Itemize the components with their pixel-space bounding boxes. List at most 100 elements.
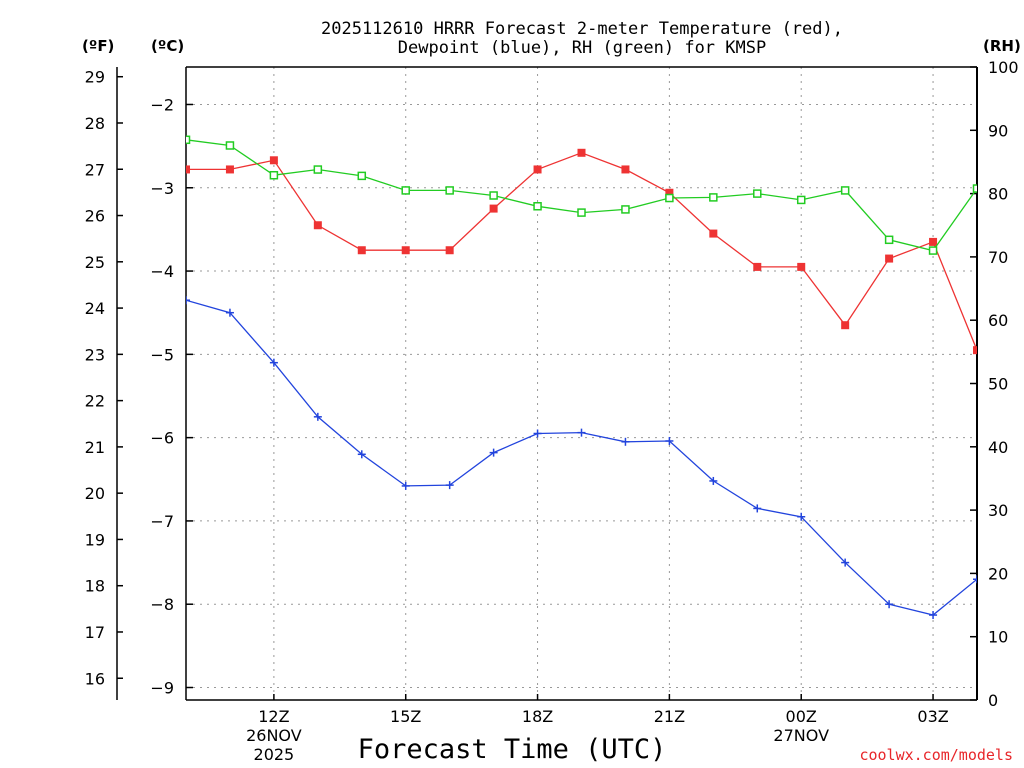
- fahrenheit-tick-label: 17: [85, 623, 105, 642]
- fahrenheit-tick-label: 16: [85, 669, 105, 688]
- fahrenheit-tick-label: 24: [85, 299, 105, 318]
- celsius-tick-label: −3: [150, 179, 174, 198]
- temperature-point: [186, 165, 190, 174]
- x-tick-label: 00Z: [786, 707, 817, 726]
- dewpoint-point: [973, 575, 977, 584]
- x-tick-label: 15Z: [390, 707, 421, 726]
- dewpoint-point: [885, 600, 894, 609]
- rh-tick-label: 80: [988, 185, 1008, 204]
- rh-point: [840, 186, 850, 195]
- rh-tick-label: 70: [988, 248, 1008, 267]
- fahrenheit-tick-label: 29: [85, 68, 105, 87]
- x-axis-title: Forecast Time (UTC): [358, 734, 667, 765]
- temperature-point: [929, 237, 938, 246]
- x-tick-label: 12Z: [258, 707, 289, 726]
- x-tick-label: 27NOV: [773, 726, 829, 745]
- rh-point: [884, 235, 894, 245]
- temperature-point: [401, 246, 410, 255]
- dewpoint-point: [225, 308, 234, 317]
- credit-text[interactable]: coolwx.com/models: [859, 746, 1013, 764]
- chart-title: 2025112610 HRRR Forecast 2-meter Tempera…: [321, 19, 843, 58]
- celsius-tick-label: −5: [150, 345, 174, 364]
- fahrenheit-tick-label: 19: [85, 530, 105, 549]
- rh-point: [225, 141, 235, 150]
- temperature-point: [841, 321, 850, 330]
- dewpoint-point: [489, 448, 498, 457]
- celsius-tick-label: −2: [150, 95, 174, 114]
- rh-unit-label: (RH): [983, 37, 1021, 55]
- temperature-point: [445, 246, 454, 255]
- celsius-tick-label: −4: [150, 262, 174, 281]
- rh-point: [665, 193, 674, 203]
- dewpoint-point: [269, 358, 278, 367]
- dewpoint-point: [186, 296, 190, 305]
- fahrenheit-tick-label: 18: [85, 577, 105, 596]
- temperature-point: [753, 262, 762, 271]
- rh-point: [357, 171, 367, 181]
- dewpoint-point: [621, 437, 630, 446]
- fahrenheit-unit-label: (ºF): [82, 37, 114, 55]
- dewpoint-point: [665, 436, 674, 445]
- dewpoint-point: [401, 481, 410, 490]
- celsius-tick-label: −7: [150, 512, 174, 531]
- temperature-point: [621, 165, 630, 174]
- rh-point: [445, 186, 454, 195]
- rh-point: [533, 202, 542, 211]
- rh-point: [186, 135, 191, 145]
- rh-point: [796, 195, 806, 205]
- rh-point: [489, 191, 498, 200]
- temperature-point: [313, 221, 322, 230]
- series-dewpoint: [186, 296, 977, 620]
- x-tick-label: 18Z: [522, 707, 553, 726]
- fahrenheit-tick-label: 20: [85, 484, 105, 503]
- rh-point: [269, 170, 279, 180]
- temperature-point: [489, 204, 498, 213]
- dewpoint-point: [929, 611, 938, 620]
- fahrenheit-tick-label: 27: [85, 160, 105, 179]
- fahrenheit-tick-label: 23: [85, 345, 105, 364]
- temperature-point: [665, 188, 674, 197]
- dewpoint-point: [357, 450, 366, 459]
- x-tick-label: 03Z: [917, 707, 948, 726]
- rh-tick-label: 90: [988, 121, 1008, 140]
- dewpoint-point: [709, 476, 718, 485]
- dewpoint-point: [753, 504, 762, 513]
- fahrenheit-tick-label: 22: [85, 392, 105, 411]
- temperature-point: [709, 229, 718, 238]
- rh-point: [972, 184, 977, 193]
- dewpoint-line: [186, 299, 977, 616]
- dewpoint-point: [577, 428, 586, 437]
- x-tick-label: 26NOV: [246, 726, 302, 745]
- series-rh: [186, 135, 977, 255]
- rh-tick-label: 40: [988, 438, 1008, 457]
- series-temperature: [186, 148, 977, 355]
- temperature-point: [797, 262, 806, 271]
- fahrenheit-tick-label: 21: [85, 438, 105, 457]
- rh-point: [401, 186, 410, 195]
- dewpoint-point: [841, 558, 850, 567]
- dewpoint-point: [445, 481, 454, 490]
- rh-tick-label: 20: [988, 564, 1008, 583]
- temperature-point: [357, 246, 366, 255]
- series-layer: [186, 135, 977, 620]
- dewpoint-point: [533, 429, 542, 438]
- rh-point: [313, 165, 323, 174]
- dewpoint-point: [313, 412, 322, 421]
- rh-point: [928, 246, 938, 255]
- celsius-tick-label: −9: [150, 679, 174, 698]
- dewpoint-point: [797, 512, 806, 521]
- rh-tick-label: 10: [988, 628, 1008, 647]
- rh-point: [621, 205, 630, 214]
- title-line-2: Dewpoint (blue), RH (green) for KMSP: [398, 38, 766, 58]
- celsius-unit-label: (ºC): [151, 37, 184, 55]
- fahrenheit-tick-label: 25: [85, 253, 105, 272]
- x-tick-label: 21Z: [654, 707, 685, 726]
- rh-tick-label: 100: [988, 58, 1019, 77]
- rh-point: [753, 189, 762, 198]
- fahrenheit-tick-label: 26: [85, 207, 105, 226]
- temperature-point: [973, 346, 977, 355]
- grid-layer: [186, 67, 977, 700]
- temperature-point: [885, 254, 894, 263]
